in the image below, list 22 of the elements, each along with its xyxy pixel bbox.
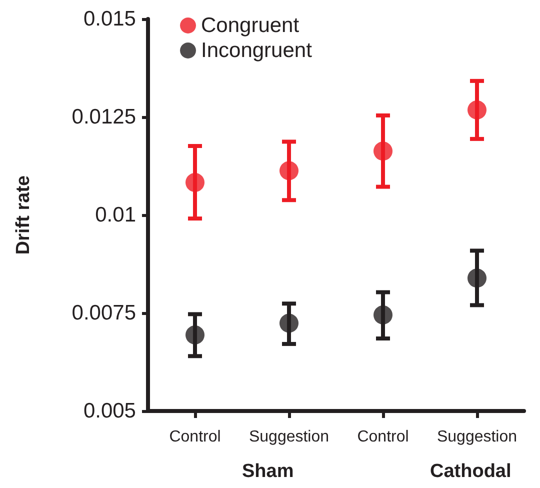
text: Sham (242, 461, 294, 482)
point (468, 100, 486, 120)
y-tick-label: 0.0125 (72, 106, 136, 128)
y-tick-label: 0.0075 (72, 302, 136, 324)
y-axis-title: Drift rate (13, 175, 34, 255)
x-tick-label: Suggestion (248, 428, 330, 446)
point (186, 325, 204, 344)
x-tick-label: Suggestion (436, 428, 518, 446)
point (280, 161, 298, 180)
point (280, 314, 298, 333)
point (374, 142, 392, 161)
y-tick-label: 0.005 (83, 400, 136, 422)
point (186, 172, 204, 192)
y-tick-label: 0.015 (83, 8, 136, 30)
x-tick-label: Control (169, 428, 221, 446)
text: Cathodal (430, 461, 512, 482)
legend-label: Congruent (201, 14, 300, 37)
y-tick-label: 0.01 (95, 204, 136, 226)
point (374, 305, 392, 324)
legend-label: Incongruent (201, 39, 312, 62)
x-tick-label: Control (357, 428, 409, 446)
point (468, 268, 486, 288)
